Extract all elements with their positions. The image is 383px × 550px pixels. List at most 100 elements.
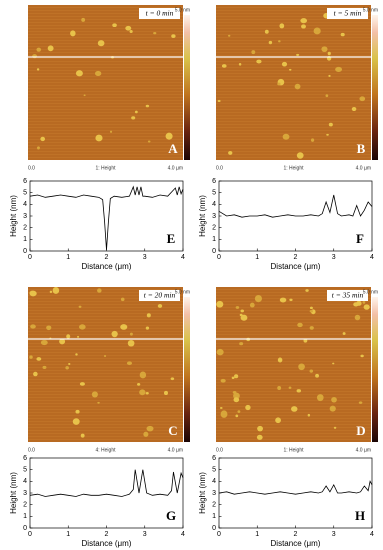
plot-frame xyxy=(218,457,373,529)
particle xyxy=(254,295,262,303)
axis-end: 4.0 µm xyxy=(356,447,371,453)
particle xyxy=(78,305,82,308)
y-axis-label: Height (nm) xyxy=(9,195,18,237)
x-tick-label: 3 xyxy=(332,531,336,538)
particle xyxy=(234,374,239,379)
particle xyxy=(42,365,47,370)
particle xyxy=(216,348,224,356)
particle xyxy=(245,404,251,411)
particle xyxy=(310,138,315,142)
x-tick-label: 0 xyxy=(217,531,221,538)
particle xyxy=(145,326,150,330)
panel-letter: C xyxy=(168,423,177,438)
particle xyxy=(163,390,168,396)
particle xyxy=(240,309,245,313)
y-tick-label: 0 xyxy=(212,248,216,255)
particle xyxy=(65,366,69,370)
particle xyxy=(33,371,38,377)
particle xyxy=(279,297,287,303)
particle xyxy=(145,104,150,108)
particle xyxy=(221,64,227,68)
particle xyxy=(66,334,71,339)
panel-letter: F xyxy=(356,231,364,246)
particle xyxy=(29,290,37,297)
particle xyxy=(238,62,242,66)
y-axis-label: Height (nm) xyxy=(9,472,18,514)
x-tick-label: 2 xyxy=(105,254,109,261)
profile-line xyxy=(29,469,184,497)
particle xyxy=(326,133,329,136)
particle xyxy=(217,99,221,103)
particle xyxy=(216,300,224,308)
y-tick-label: 2 xyxy=(212,502,216,509)
particle xyxy=(305,289,309,292)
particle xyxy=(103,355,107,358)
y-tick-label: 3 xyxy=(23,490,27,497)
y-tick-label: 2 xyxy=(23,502,27,509)
y-tick-label: 1 xyxy=(23,236,27,243)
particle xyxy=(36,68,40,71)
particle xyxy=(239,342,244,346)
particle xyxy=(91,391,98,398)
time-box xyxy=(139,8,180,19)
y-tick-label: 3 xyxy=(212,213,216,220)
particle xyxy=(146,313,151,318)
particle xyxy=(81,17,86,22)
plot-frame xyxy=(29,180,184,252)
particle xyxy=(257,425,263,432)
channel: 1: Height xyxy=(283,165,304,171)
panel-letter: D xyxy=(356,423,365,438)
y-tick-label: 4 xyxy=(212,201,216,208)
profile-chart: 0 1 2 3 4 5 6 0 1 2 3 4 Distance (μm) Height (nm) H xyxy=(198,455,374,548)
y-axis-label: Height (nm) xyxy=(198,472,207,514)
particle xyxy=(297,322,303,328)
particle xyxy=(220,378,226,383)
particle xyxy=(37,146,40,150)
particle xyxy=(143,431,149,437)
colorbar xyxy=(372,15,378,160)
x-tick-label: 0 xyxy=(28,531,32,538)
particle xyxy=(279,23,285,29)
particle xyxy=(300,18,308,24)
x-tick-label: 1 xyxy=(255,254,259,261)
particle xyxy=(145,392,149,395)
particle xyxy=(363,304,370,310)
particle xyxy=(296,53,300,56)
axis-start: 0.0 xyxy=(216,447,223,453)
y-tick-label: 0 xyxy=(23,248,27,255)
particle xyxy=(47,45,54,52)
particle xyxy=(277,385,282,390)
x-tick-label: 2 xyxy=(294,531,298,538)
y-tick-label: 0 xyxy=(23,525,27,532)
particle xyxy=(340,32,345,37)
particle xyxy=(95,134,103,142)
y-tick-label: 1 xyxy=(212,513,216,520)
particle xyxy=(170,377,175,381)
panel-letter: H xyxy=(355,508,365,523)
particle xyxy=(277,357,283,363)
y-tick-label: 6 xyxy=(23,178,27,185)
plot-frame xyxy=(218,180,373,252)
time-box xyxy=(139,290,180,301)
colorbar xyxy=(372,297,378,442)
particle xyxy=(328,122,333,127)
y-tick-label: 5 xyxy=(212,467,216,474)
particle xyxy=(351,106,357,112)
particle xyxy=(360,354,364,358)
particle xyxy=(68,362,71,366)
particle xyxy=(30,324,36,329)
axis-end: 4.0 µm xyxy=(356,165,371,171)
particle xyxy=(126,361,133,366)
profile-chart: 0 1 2 3 4 5 6 0 1 2 3 4 Distance (μm) Height (nm) G xyxy=(9,455,185,548)
y-tick-label: 2 xyxy=(23,225,27,232)
panel-letter: G xyxy=(166,508,176,523)
afm-image xyxy=(28,287,183,442)
panel-letter: A xyxy=(168,141,178,156)
particle xyxy=(52,287,60,294)
plot-frame xyxy=(29,457,184,529)
particle xyxy=(303,338,308,343)
colorbar-max: 5.0 nm xyxy=(175,289,190,295)
particle xyxy=(233,397,240,403)
y-tick-label: 2 xyxy=(212,225,216,232)
particle xyxy=(220,410,228,418)
